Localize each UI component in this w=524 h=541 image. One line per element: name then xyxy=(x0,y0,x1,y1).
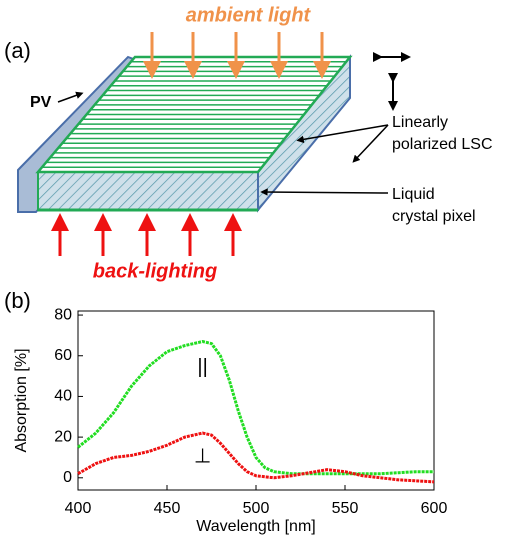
y-tick-label: 60 xyxy=(54,347,72,364)
series-line xyxy=(77,340,434,476)
series-line xyxy=(77,431,435,484)
back-arrows xyxy=(51,213,242,256)
panel-label: (b) xyxy=(4,288,31,313)
pointer xyxy=(57,91,84,103)
pixel-label: crystal pixel xyxy=(392,208,476,225)
lsc-label: polarized LSC xyxy=(392,136,493,153)
pointer xyxy=(296,124,389,144)
plot-frame xyxy=(77,310,435,491)
y-tick-label: 0 xyxy=(63,469,72,486)
x-tick-label: 400 xyxy=(65,500,92,517)
annotation: || xyxy=(197,356,207,378)
pointer xyxy=(260,188,389,196)
pixel-label: Liquid xyxy=(392,186,435,203)
pointer xyxy=(352,124,389,163)
x-tick-label: 600 xyxy=(421,500,448,517)
y-tick-label: 80 xyxy=(54,306,72,323)
backlight-label: back-lighting xyxy=(93,260,217,282)
lsc-stripes xyxy=(42,61,347,168)
x-axis-label: Wavelength [nm] xyxy=(196,518,315,535)
panel-label: (a) xyxy=(4,38,31,63)
y-tick-label: 20 xyxy=(54,428,72,445)
pv-label: PV xyxy=(30,94,52,111)
diagram: (a) ambient light PV Linearly polarized … xyxy=(4,4,493,282)
y-axis-label: Absorption [%] xyxy=(13,348,30,452)
x-tick-label: 450 xyxy=(154,500,181,517)
ambient-arrows xyxy=(143,32,331,79)
chart: 400 450 500 550 600 0 20 40 60 80 Wavelength [nm] A… xyxy=(13,306,447,535)
lsc-label: Linearly xyxy=(392,114,448,131)
pixel-face xyxy=(37,171,259,211)
y-tick-label: 40 xyxy=(54,388,72,405)
annotation: ⊥ xyxy=(194,446,211,468)
ambient-label: ambient light xyxy=(186,4,312,26)
x-tick-label: 550 xyxy=(332,500,359,517)
x-tick-label: 500 xyxy=(243,500,270,517)
